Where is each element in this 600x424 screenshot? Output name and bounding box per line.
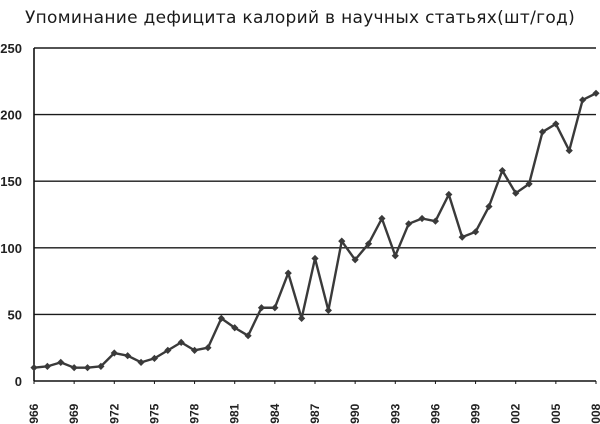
data-point-2004	[538, 128, 547, 136]
data-point-1968	[57, 358, 65, 366]
data-point-1995	[418, 214, 426, 223]
axes	[33, 48, 597, 384]
chart-title: Упоминание дефицита калорий в научных ст…	[24, 8, 576, 28]
data-point-1980	[217, 314, 225, 322]
data-point-1977	[177, 338, 185, 346]
data-point-1994	[405, 220, 413, 228]
data-point-1975	[150, 354, 159, 362]
x-tick-label-1996: 1996	[428, 403, 442, 424]
data-point-1983	[257, 304, 266, 312]
x-tick-label-1990: 1990	[348, 403, 362, 424]
data-point-1979	[204, 344, 212, 352]
data-point-2006	[565, 146, 573, 155]
data-point-1987	[311, 254, 319, 263]
x-tick-label-1993: 1993	[388, 403, 402, 424]
series-line-0	[33, 92, 597, 369]
x-tick-label-2002: 2002	[509, 403, 523, 424]
data-point-1999	[471, 228, 480, 236]
x-tick-label-1978: 1978	[188, 403, 202, 424]
data-point-2005	[552, 120, 560, 128]
data-point-2002	[512, 189, 520, 197]
y-tick-label-250: 250	[0, 41, 22, 56]
gridlines	[34, 47, 596, 316]
data-point-1984	[271, 304, 279, 312]
x-tick-label-2005: 2005	[549, 403, 563, 424]
x-tick-label-1999: 1999	[469, 403, 483, 424]
data-point-2001	[498, 166, 506, 175]
data-point-1986	[298, 314, 306, 322]
x-tick-label-1984: 1984	[268, 403, 282, 424]
data-point-1982	[244, 332, 252, 340]
data-point-1973	[124, 352, 132, 360]
x-tick-label-1987: 1987	[308, 403, 322, 424]
data-point-2007	[579, 96, 587, 104]
data-point-1997	[445, 190, 453, 199]
data-point-1996	[431, 217, 440, 225]
x-tick-label-1972: 1972	[107, 403, 121, 424]
data-series	[30, 89, 600, 372]
data-point-1976	[164, 346, 172, 354]
data-point-1988	[324, 306, 332, 315]
data-point-1989	[338, 237, 346, 245]
data-point-1978	[190, 346, 199, 354]
data-point-1966	[30, 364, 38, 372]
data-point-1992	[378, 214, 386, 223]
data-point-2000	[485, 202, 493, 211]
data-point-1969	[70, 364, 78, 372]
data-point-1981	[231, 324, 239, 332]
data-point-1972	[110, 349, 118, 357]
y-tick-label-0: 0	[15, 374, 22, 389]
data-point-1970	[83, 364, 92, 372]
y-tick-label-50: 50	[8, 307, 22, 322]
data-point-1974	[137, 358, 145, 366]
x-tick-label-1975: 1975	[147, 403, 161, 424]
data-point-2008	[592, 89, 600, 97]
x-tick-labels: 1966 1969 1972 1975 1978 1981 1984 1987 1990 1993…	[27, 403, 600, 424]
data-point-1998	[458, 233, 466, 241]
data-point-1991	[364, 240, 373, 248]
x-tick-label-1966: 1966	[27, 403, 41, 424]
data-point-1985	[284, 269, 292, 277]
x-tick-label-1969: 1969	[67, 403, 81, 424]
x-tick-label-1981: 1981	[228, 403, 242, 424]
data-point-1967	[43, 362, 51, 370]
y-tick-label-200: 200	[0, 108, 22, 123]
y-tick-label-100: 100	[0, 241, 22, 256]
data-point-1993	[391, 252, 399, 260]
x-tick-label-2008: 2008	[589, 403, 600, 424]
y-tick-labels: 0 50 100 150 200 250	[0, 41, 22, 389]
data-point-1990	[351, 256, 359, 264]
data-point-2003	[525, 180, 533, 188]
data-point-1971	[97, 362, 105, 370]
y-tick-label-150: 150	[0, 174, 22, 189]
